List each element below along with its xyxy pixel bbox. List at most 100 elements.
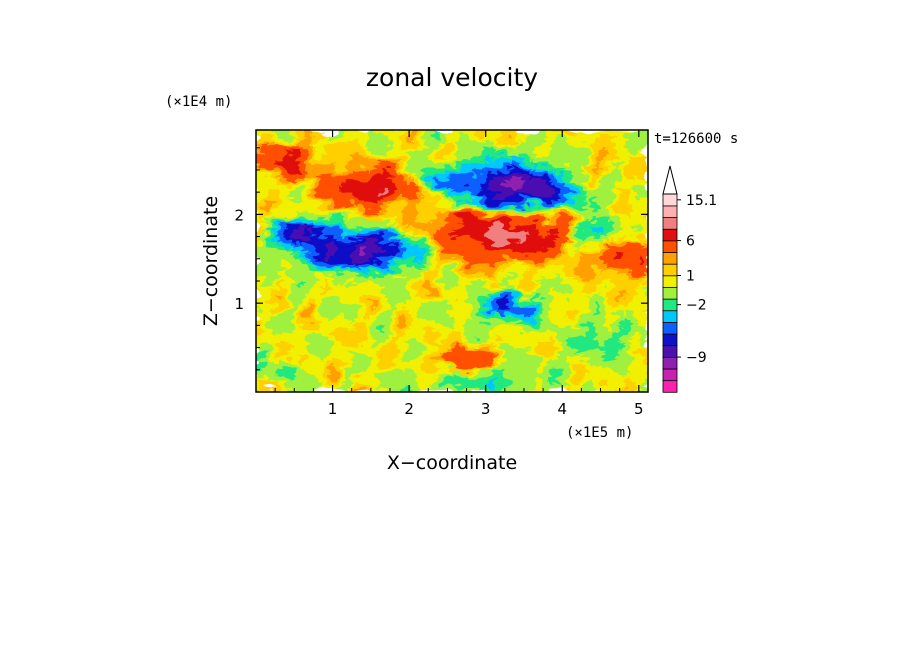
heatmap-cell [323,268,328,273]
heatmap-cell [402,350,408,355]
heatmap-cell [256,372,261,378]
heatmap-cell [583,305,588,310]
heatmap-cell [267,309,272,314]
heatmap-cell [625,301,630,307]
heatmap-cell [572,350,577,355]
heatmap-cell [267,376,272,382]
heatmap-cell [621,358,626,363]
heatmap-cell [417,328,423,333]
heatmap-cell [485,365,490,370]
heatmap-cell [410,305,415,310]
heatmap-cell [338,384,343,389]
heatmap-cell [579,249,585,254]
heatmap-cell [606,376,611,382]
heatmap-cell [478,365,483,370]
heatmap-cell [282,245,287,251]
heatmap-cell [263,264,268,269]
heatmap-cell [263,316,268,322]
heatmap-cell [523,271,528,277]
heatmap-cell [504,324,509,329]
heatmap-cell [297,294,302,299]
heatmap-cell [436,320,441,325]
heatmap-cell [289,320,294,325]
heatmap-cell [485,346,490,352]
heatmap-cell [530,301,536,307]
heatmap-cell [587,245,592,251]
heatmap-cell [553,227,558,232]
heatmap-cell [549,316,555,322]
heatmap-cell [342,346,347,352]
heatmap-cell [628,380,634,385]
heatmap-cell [300,369,306,374]
heatmap-cell [636,253,641,258]
heatmap-cell [274,219,279,224]
heatmap-cell [485,309,490,314]
heatmap-cell [263,387,268,392]
heatmap-cell [459,253,464,258]
heatmap-cell [459,294,464,299]
heatmap-cell [323,260,328,266]
heatmap-cell [515,343,521,348]
heatmap-cell [455,223,460,228]
heatmap-cell [342,298,347,303]
heatmap-cell [610,271,615,277]
heatmap-cell [594,230,600,236]
heatmap-cell [632,305,637,310]
heatmap-cell [289,331,294,337]
heatmap-cell [395,380,400,385]
heatmap-cell [557,283,562,288]
heatmap-cell [319,331,325,337]
heatmap-cell [561,260,566,266]
heatmap-cell [527,279,532,284]
heatmap-cell [289,361,294,367]
heatmap-cell [346,238,351,243]
heatmap-cell [440,361,445,367]
heatmap-cell [357,350,362,355]
heatmap-cell [402,260,408,266]
heatmap-cell [387,219,392,224]
heatmap-cell [508,271,513,277]
heatmap-cell [583,256,588,262]
heatmap-cell [327,271,332,277]
heatmap-cell [406,260,411,266]
heatmap-cell [493,230,498,236]
heatmap-cell [557,286,562,292]
heatmap-cell [402,234,408,239]
heatmap-cell [489,245,494,251]
heatmap-cell [440,339,445,344]
heatmap-cell [270,316,276,322]
heatmap-cell [485,301,490,307]
heatmap-cell [481,365,487,370]
heatmap-cell [493,301,498,307]
heatmap-cell [621,309,626,314]
heatmap-cell [429,331,434,337]
heatmap-cell [496,298,502,303]
heatmap-cell [632,365,637,370]
heatmap-cell [432,212,438,217]
heatmap-cell [432,320,438,325]
heatmap-cell [357,361,362,367]
heatmap-cell [398,260,404,266]
heatmap-cell [353,324,359,329]
heatmap-cell [489,346,494,352]
heatmap-cell [357,283,362,288]
heatmap-cell [365,253,370,258]
heatmap-cell [425,212,430,217]
heatmap-cell [417,286,423,292]
heatmap-cell [259,227,264,232]
heatmap-cell [640,245,645,251]
heatmap-cell [549,264,555,269]
heatmap-cell [342,286,347,292]
heatmap-cell [519,227,524,232]
heatmap-cell [579,305,585,310]
heatmap-cell [542,369,547,374]
heatmap-cell [285,260,291,266]
heatmap-cell [387,335,392,340]
heatmap-cell [308,358,313,363]
heatmap-cell [432,335,438,340]
heatmap-cell [444,298,449,303]
heatmap-cell [470,234,475,239]
heatmap-cell [489,298,494,303]
heatmap-cell [621,294,626,299]
heatmap-cell [557,384,562,389]
